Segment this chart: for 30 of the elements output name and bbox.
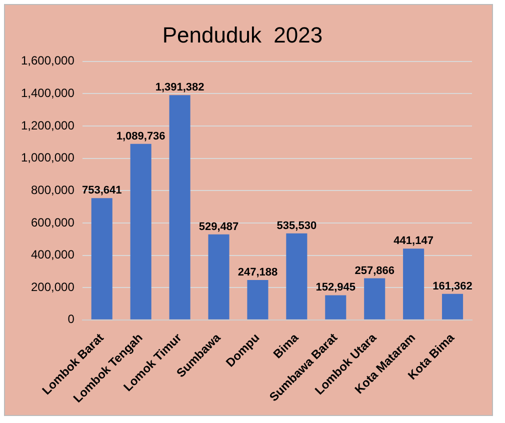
data-label: 152,945 <box>316 282 356 294</box>
bar <box>130 144 152 320</box>
y-tick-label: 1,200,000 <box>20 118 75 132</box>
y-tick-label: 400,000 <box>30 248 75 262</box>
data-label: 161,362 <box>432 280 472 292</box>
bar <box>91 198 112 320</box>
data-label: 441,147 <box>394 235 434 248</box>
data-label: 257,866 <box>354 264 394 277</box>
bar <box>286 233 308 320</box>
y-tick-label: 200,000 <box>30 280 75 294</box>
data-label: 247,188 <box>238 266 278 279</box>
bar <box>208 234 230 320</box>
y-tick-label: 600,000 <box>30 215 75 230</box>
data-label: 753,641 <box>82 184 122 197</box>
y-tick-label: 0 <box>68 312 75 326</box>
y-tick-label: 1,400,000 <box>20 86 75 100</box>
chart-title: Penduduk 2023 <box>162 22 323 48</box>
data-label: 535,530 <box>276 220 317 232</box>
bar <box>169 95 190 320</box>
data-label: 529,487 <box>198 220 239 233</box>
bar <box>403 248 424 320</box>
data-label: 1,089,736 <box>116 130 166 142</box>
bar <box>247 280 268 320</box>
y-tick-label: 1,000,000 <box>20 150 75 165</box>
bar <box>442 294 464 320</box>
bar <box>364 278 386 320</box>
y-tick-label: 800,000 <box>30 182 75 197</box>
bar <box>325 295 346 320</box>
data-label: 1,391,382 <box>155 82 204 94</box>
y-tick-label: 1,600,000 <box>20 54 75 68</box>
